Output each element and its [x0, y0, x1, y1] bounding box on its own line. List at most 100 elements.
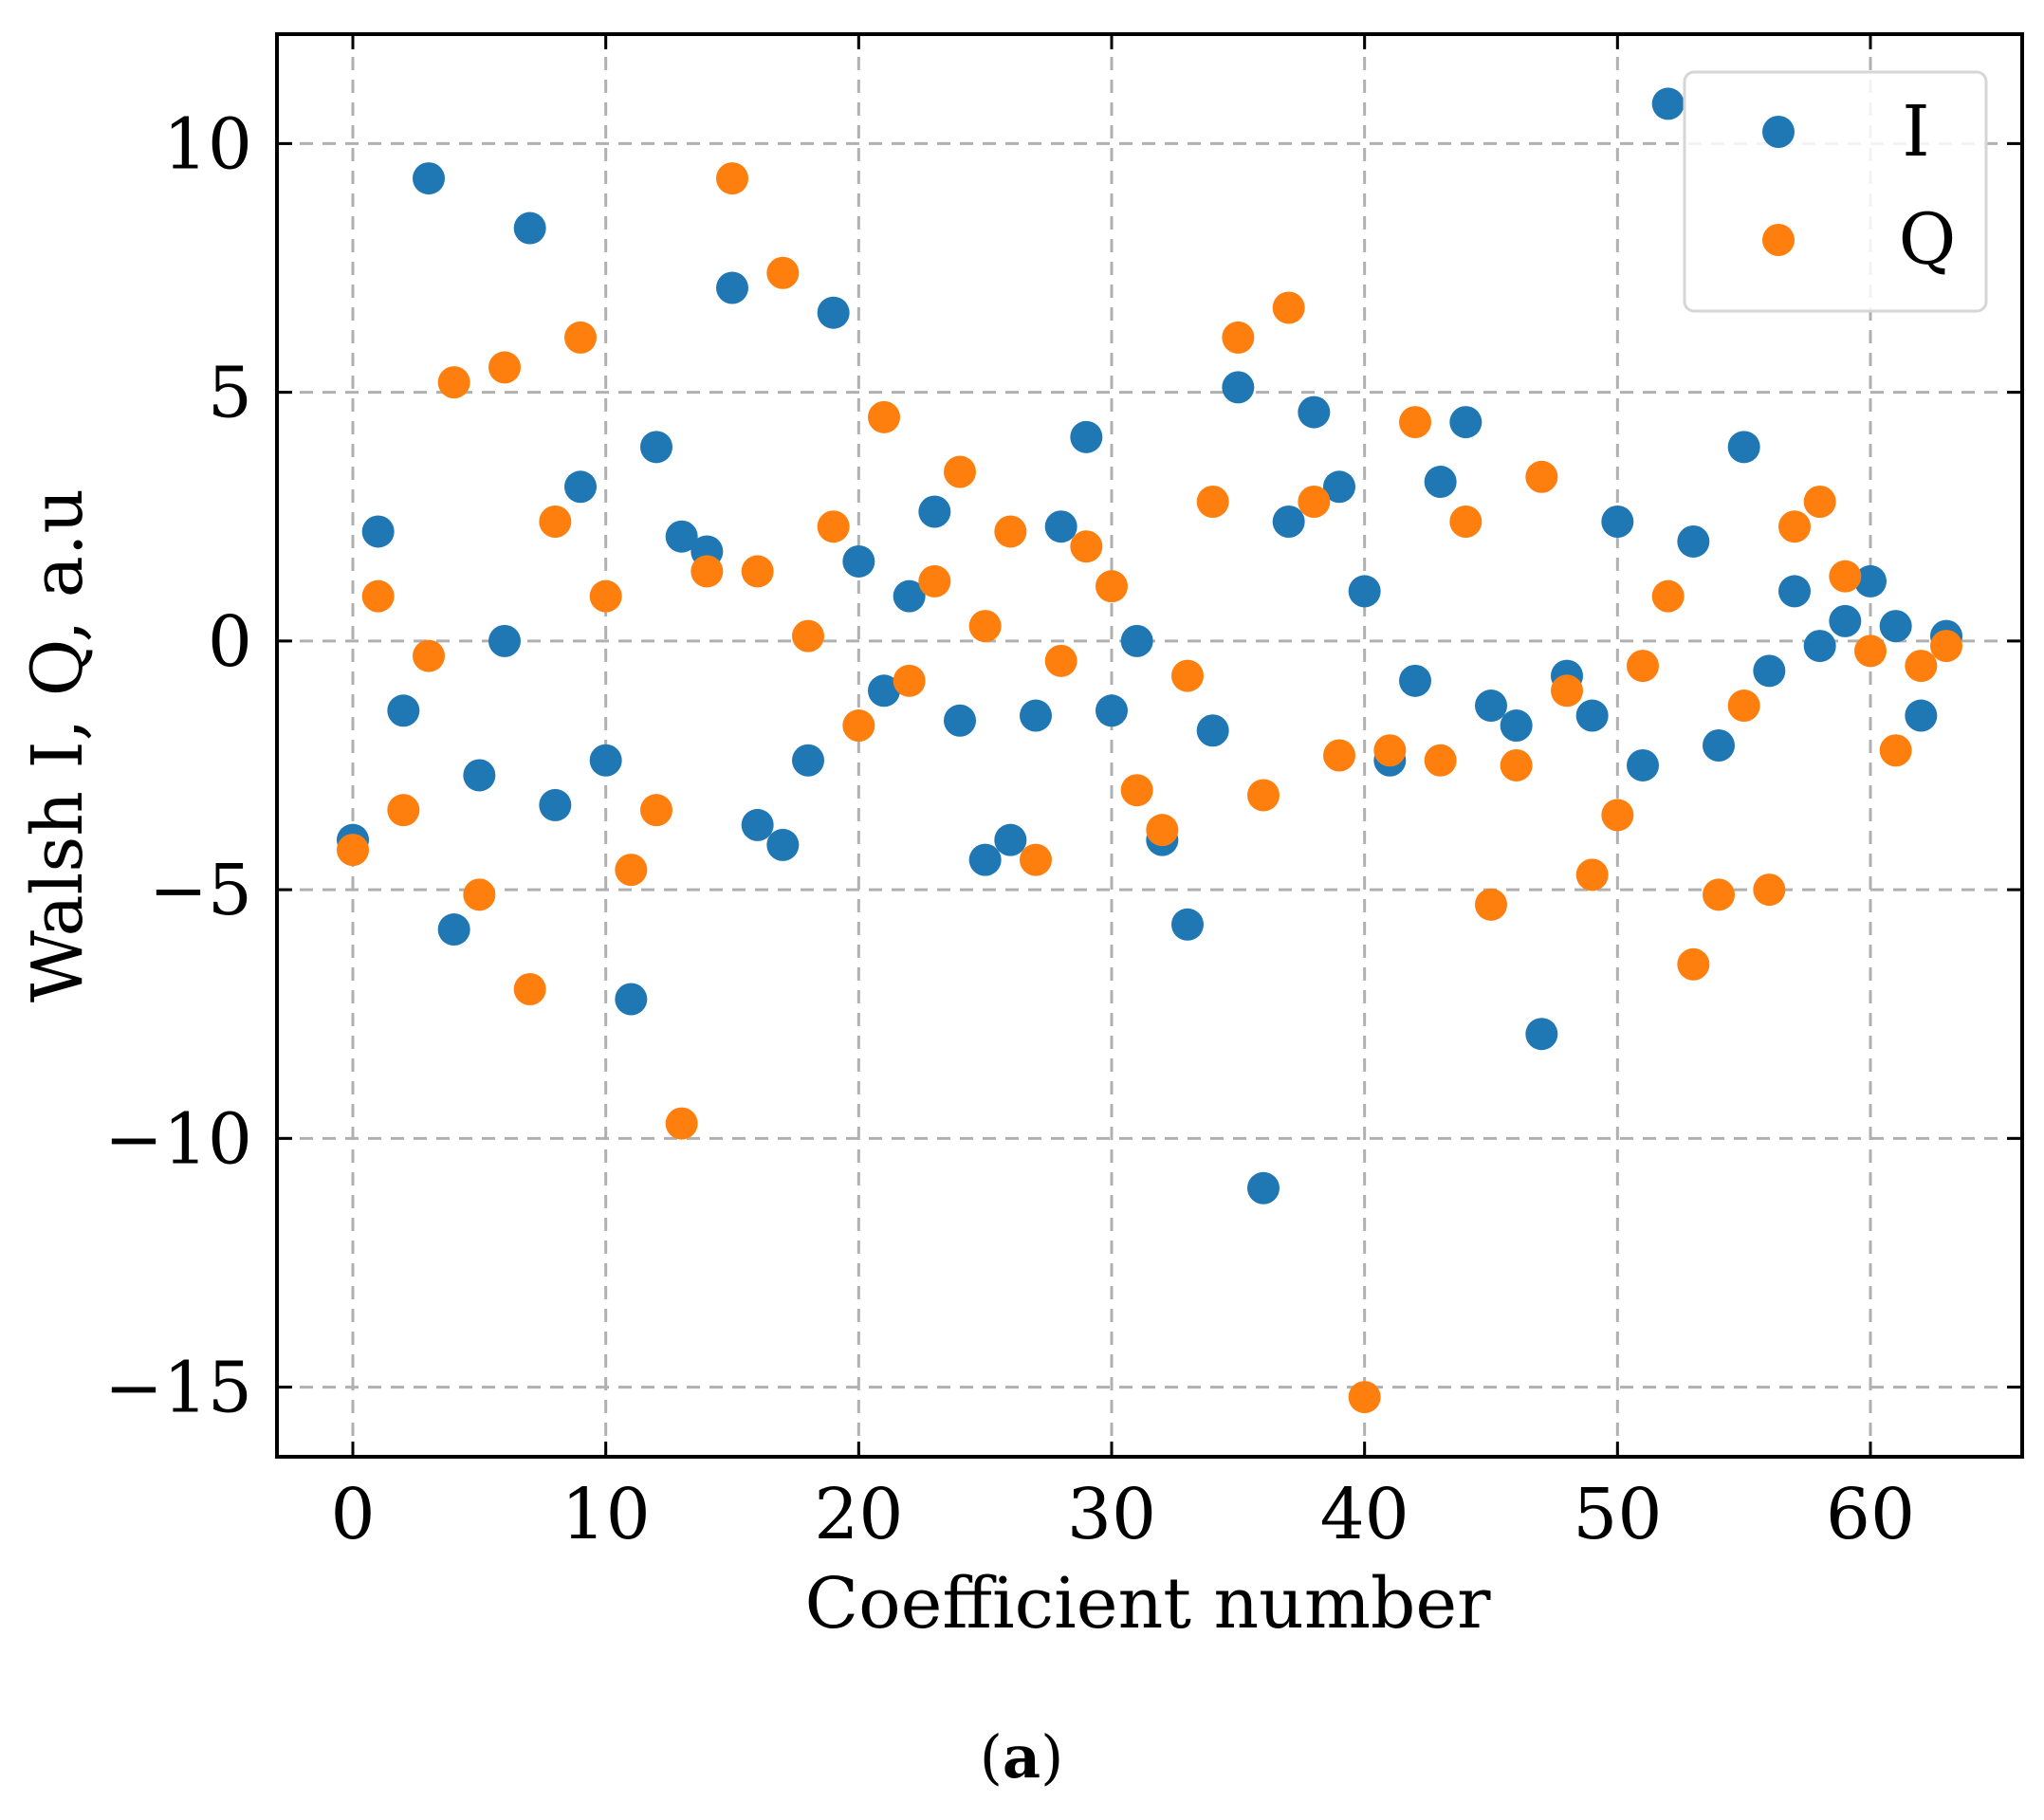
point-q-53	[1677, 947, 1710, 981]
y-tick-label: 0	[208, 601, 252, 683]
point-q-58	[1803, 486, 1836, 519]
point-i-62	[1905, 699, 1938, 732]
point-i-25	[968, 843, 1002, 876]
point-q-12	[640, 794, 672, 827]
point-q-15	[716, 162, 748, 195]
point-q-37	[1272, 291, 1305, 324]
x-tick-label: 30	[1067, 1474, 1156, 1555]
point-q-44	[1449, 505, 1482, 538]
point-i-36	[1247, 1171, 1280, 1204]
point-i-6	[488, 624, 521, 657]
point-i-52	[1651, 87, 1685, 120]
point-i-31	[1120, 624, 1153, 657]
point-q-2	[387, 794, 420, 827]
point-q-47	[1525, 460, 1558, 493]
point-i-4	[437, 913, 470, 947]
point-i-29	[1070, 420, 1103, 453]
caption-open-paren: (	[980, 1722, 1003, 1792]
y-axis-label: Walsh I, Q, a.u	[17, 488, 99, 1002]
point-i-12	[640, 431, 672, 464]
point-q-60	[1854, 634, 1887, 668]
point-i-42	[1399, 664, 1431, 697]
point-i-55	[1727, 431, 1760, 464]
legend-label-q: Q	[1899, 199, 1957, 281]
point-i-10	[589, 744, 622, 777]
point-q-40	[1348, 1381, 1381, 1414]
point-q-3	[413, 639, 445, 672]
legend-marker-q	[1762, 224, 1795, 256]
point-q-30	[1096, 570, 1128, 603]
point-q-27	[1020, 843, 1052, 876]
point-q-56	[1753, 873, 1786, 907]
point-i-30	[1096, 694, 1128, 727]
point-q-28	[1044, 644, 1077, 677]
point-i-58	[1803, 630, 1836, 663]
point-q-22	[893, 664, 926, 697]
x-tick-label: 10	[562, 1474, 651, 1555]
point-q-33	[1171, 659, 1204, 692]
point-q-4	[437, 366, 470, 399]
point-q-57	[1778, 510, 1811, 543]
point-i-45	[1475, 689, 1507, 723]
point-i-8	[539, 788, 572, 821]
point-i-46	[1500, 709, 1533, 743]
legend-marker-i	[1762, 116, 1795, 148]
point-q-18	[792, 619, 824, 653]
point-i-61	[1879, 610, 1912, 643]
x-tick-label: 40	[1320, 1474, 1409, 1555]
x-tick-labels: 0 10 20 30 40 50 60	[330, 1474, 1915, 1555]
point-q-25	[968, 610, 1002, 643]
caption-close-paren: )	[1040, 1722, 1063, 1792]
point-q-23	[918, 564, 951, 597]
point-q-34	[1196, 486, 1229, 519]
caption-letter: a	[1003, 1722, 1040, 1792]
data-points	[337, 87, 1962, 1414]
point-i-17	[766, 828, 800, 861]
y-tick-labels: 10 5 0 −5 −10 −15	[104, 103, 252, 1428]
point-i-38	[1298, 395, 1331, 429]
x-tick-label: 20	[814, 1474, 903, 1555]
point-i-3	[413, 162, 445, 195]
point-q-14	[691, 555, 724, 588]
point-i-21	[868, 674, 900, 708]
point-i-11	[615, 983, 648, 1016]
point-i-7	[513, 211, 546, 245]
point-q-13	[665, 1107, 698, 1140]
point-i-33	[1171, 908, 1204, 941]
point-q-19	[817, 510, 850, 543]
point-q-51	[1627, 650, 1659, 683]
point-q-49	[1575, 858, 1609, 892]
point-i-50	[1601, 505, 1634, 538]
point-q-43	[1424, 744, 1457, 777]
x-tick-label: 0	[330, 1474, 375, 1555]
point-i-26	[994, 823, 1027, 856]
point-i-19	[817, 296, 850, 329]
point-q-24	[944, 455, 976, 488]
ticks	[277, 34, 2022, 1457]
point-q-11	[615, 854, 648, 887]
point-i-20	[842, 544, 875, 578]
point-i-9	[564, 470, 597, 504]
point-q-39	[1323, 739, 1355, 772]
point-i-24	[944, 704, 976, 737]
y-tick-label: −5	[149, 850, 252, 931]
point-i-57	[1778, 575, 1811, 608]
point-i-47	[1525, 1018, 1558, 1051]
point-q-17	[766, 256, 800, 289]
plot-frame	[275, 32, 2024, 1459]
point-q-9	[564, 321, 597, 354]
point-i-15	[716, 271, 748, 304]
point-i-2	[387, 694, 420, 727]
point-i-54	[1703, 729, 1735, 762]
point-i-59	[1829, 604, 1862, 637]
point-q-59	[1829, 560, 1862, 593]
point-i-13	[665, 520, 698, 553]
figure-caption: (a)	[980, 1722, 1064, 1792]
point-i-35	[1222, 371, 1255, 404]
point-q-42	[1399, 406, 1431, 439]
point-q-32	[1146, 814, 1179, 847]
point-q-10	[589, 579, 622, 613]
point-q-26	[994, 515, 1027, 548]
point-q-36	[1247, 779, 1280, 812]
